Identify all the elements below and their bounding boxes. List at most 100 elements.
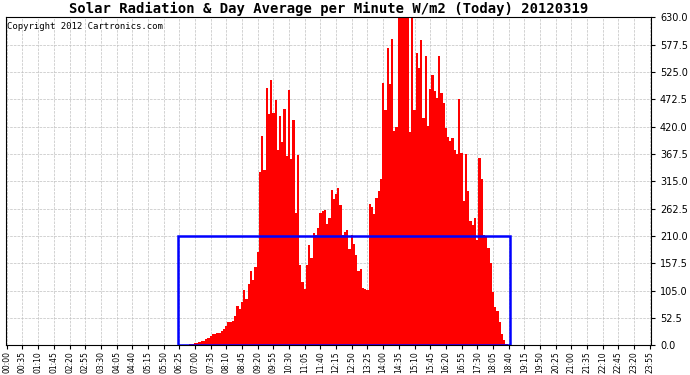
Bar: [406, 17, 409, 345]
Bar: [335, 194, 337, 345]
Bar: [232, 321, 234, 345]
Bar: [359, 269, 362, 345]
Bar: [355, 255, 357, 345]
Bar: [207, 338, 210, 345]
Bar: [433, 91, 436, 345]
Bar: [386, 48, 388, 345]
Bar: [364, 289, 366, 345]
Bar: [357, 270, 359, 345]
Bar: [266, 88, 268, 345]
Bar: [234, 316, 237, 345]
Bar: [476, 240, 478, 345]
Bar: [205, 339, 207, 345]
Bar: [246, 299, 248, 345]
Bar: [413, 110, 415, 345]
Bar: [366, 290, 368, 345]
Bar: [299, 265, 302, 345]
Bar: [225, 326, 228, 345]
Bar: [178, 236, 510, 345]
Bar: [436, 98, 438, 345]
Bar: [308, 245, 310, 345]
Bar: [264, 170, 266, 345]
Bar: [333, 200, 335, 345]
Bar: [248, 284, 250, 345]
Bar: [210, 336, 212, 345]
Bar: [427, 126, 429, 345]
Bar: [393, 131, 395, 345]
Bar: [348, 249, 351, 345]
Bar: [505, 344, 508, 345]
Bar: [490, 263, 492, 345]
Bar: [481, 179, 483, 345]
Bar: [375, 198, 377, 345]
Bar: [223, 328, 225, 345]
Bar: [221, 331, 223, 345]
Bar: [288, 90, 290, 345]
Bar: [456, 154, 458, 345]
Bar: [402, 17, 404, 345]
Bar: [344, 232, 346, 345]
Bar: [228, 322, 230, 345]
Bar: [290, 159, 293, 345]
Bar: [297, 154, 299, 345]
Bar: [255, 267, 257, 345]
Bar: [279, 116, 282, 345]
Bar: [282, 142, 284, 345]
Bar: [371, 207, 373, 345]
Bar: [214, 334, 216, 345]
Bar: [472, 225, 474, 345]
Bar: [418, 68, 420, 345]
Bar: [377, 192, 380, 345]
Bar: [492, 292, 494, 345]
Bar: [449, 141, 451, 345]
Bar: [420, 40, 422, 345]
Bar: [198, 342, 201, 345]
Bar: [494, 307, 496, 345]
Bar: [337, 188, 339, 345]
Bar: [275, 100, 277, 345]
Bar: [384, 110, 386, 345]
Bar: [293, 120, 295, 345]
Bar: [442, 103, 445, 345]
Bar: [395, 127, 397, 345]
Title: Solar Radiation & Day Average per Minute W/m2 (Today) 20120319: Solar Radiation & Day Average per Minute…: [68, 2, 588, 16]
Bar: [250, 272, 252, 345]
Bar: [306, 266, 308, 345]
Bar: [339, 204, 342, 345]
Bar: [239, 309, 241, 345]
Text: Copyright 2012 Cartronics.com: Copyright 2012 Cartronics.com: [7, 22, 163, 32]
Bar: [212, 334, 214, 345]
Bar: [259, 172, 261, 345]
Bar: [257, 252, 259, 345]
Bar: [342, 235, 344, 345]
Bar: [424, 56, 427, 345]
Bar: [362, 288, 364, 345]
Bar: [241, 302, 243, 345]
Bar: [331, 190, 333, 345]
Bar: [391, 39, 393, 345]
Bar: [460, 153, 463, 345]
Bar: [326, 224, 328, 345]
Bar: [463, 201, 465, 345]
Bar: [422, 118, 424, 345]
Bar: [313, 233, 315, 345]
Bar: [304, 289, 306, 345]
Bar: [409, 132, 411, 345]
Bar: [429, 89, 431, 345]
Bar: [284, 109, 286, 345]
Bar: [192, 344, 194, 345]
Bar: [382, 83, 384, 345]
Bar: [501, 334, 503, 345]
Bar: [411, 17, 413, 345]
Bar: [302, 282, 304, 345]
Bar: [404, 17, 406, 345]
Bar: [380, 179, 382, 345]
Bar: [196, 343, 198, 345]
Bar: [268, 114, 270, 345]
Bar: [397, 17, 400, 345]
Bar: [445, 128, 447, 345]
Bar: [368, 204, 371, 345]
Bar: [319, 213, 322, 345]
Bar: [324, 210, 326, 345]
Bar: [454, 150, 456, 345]
